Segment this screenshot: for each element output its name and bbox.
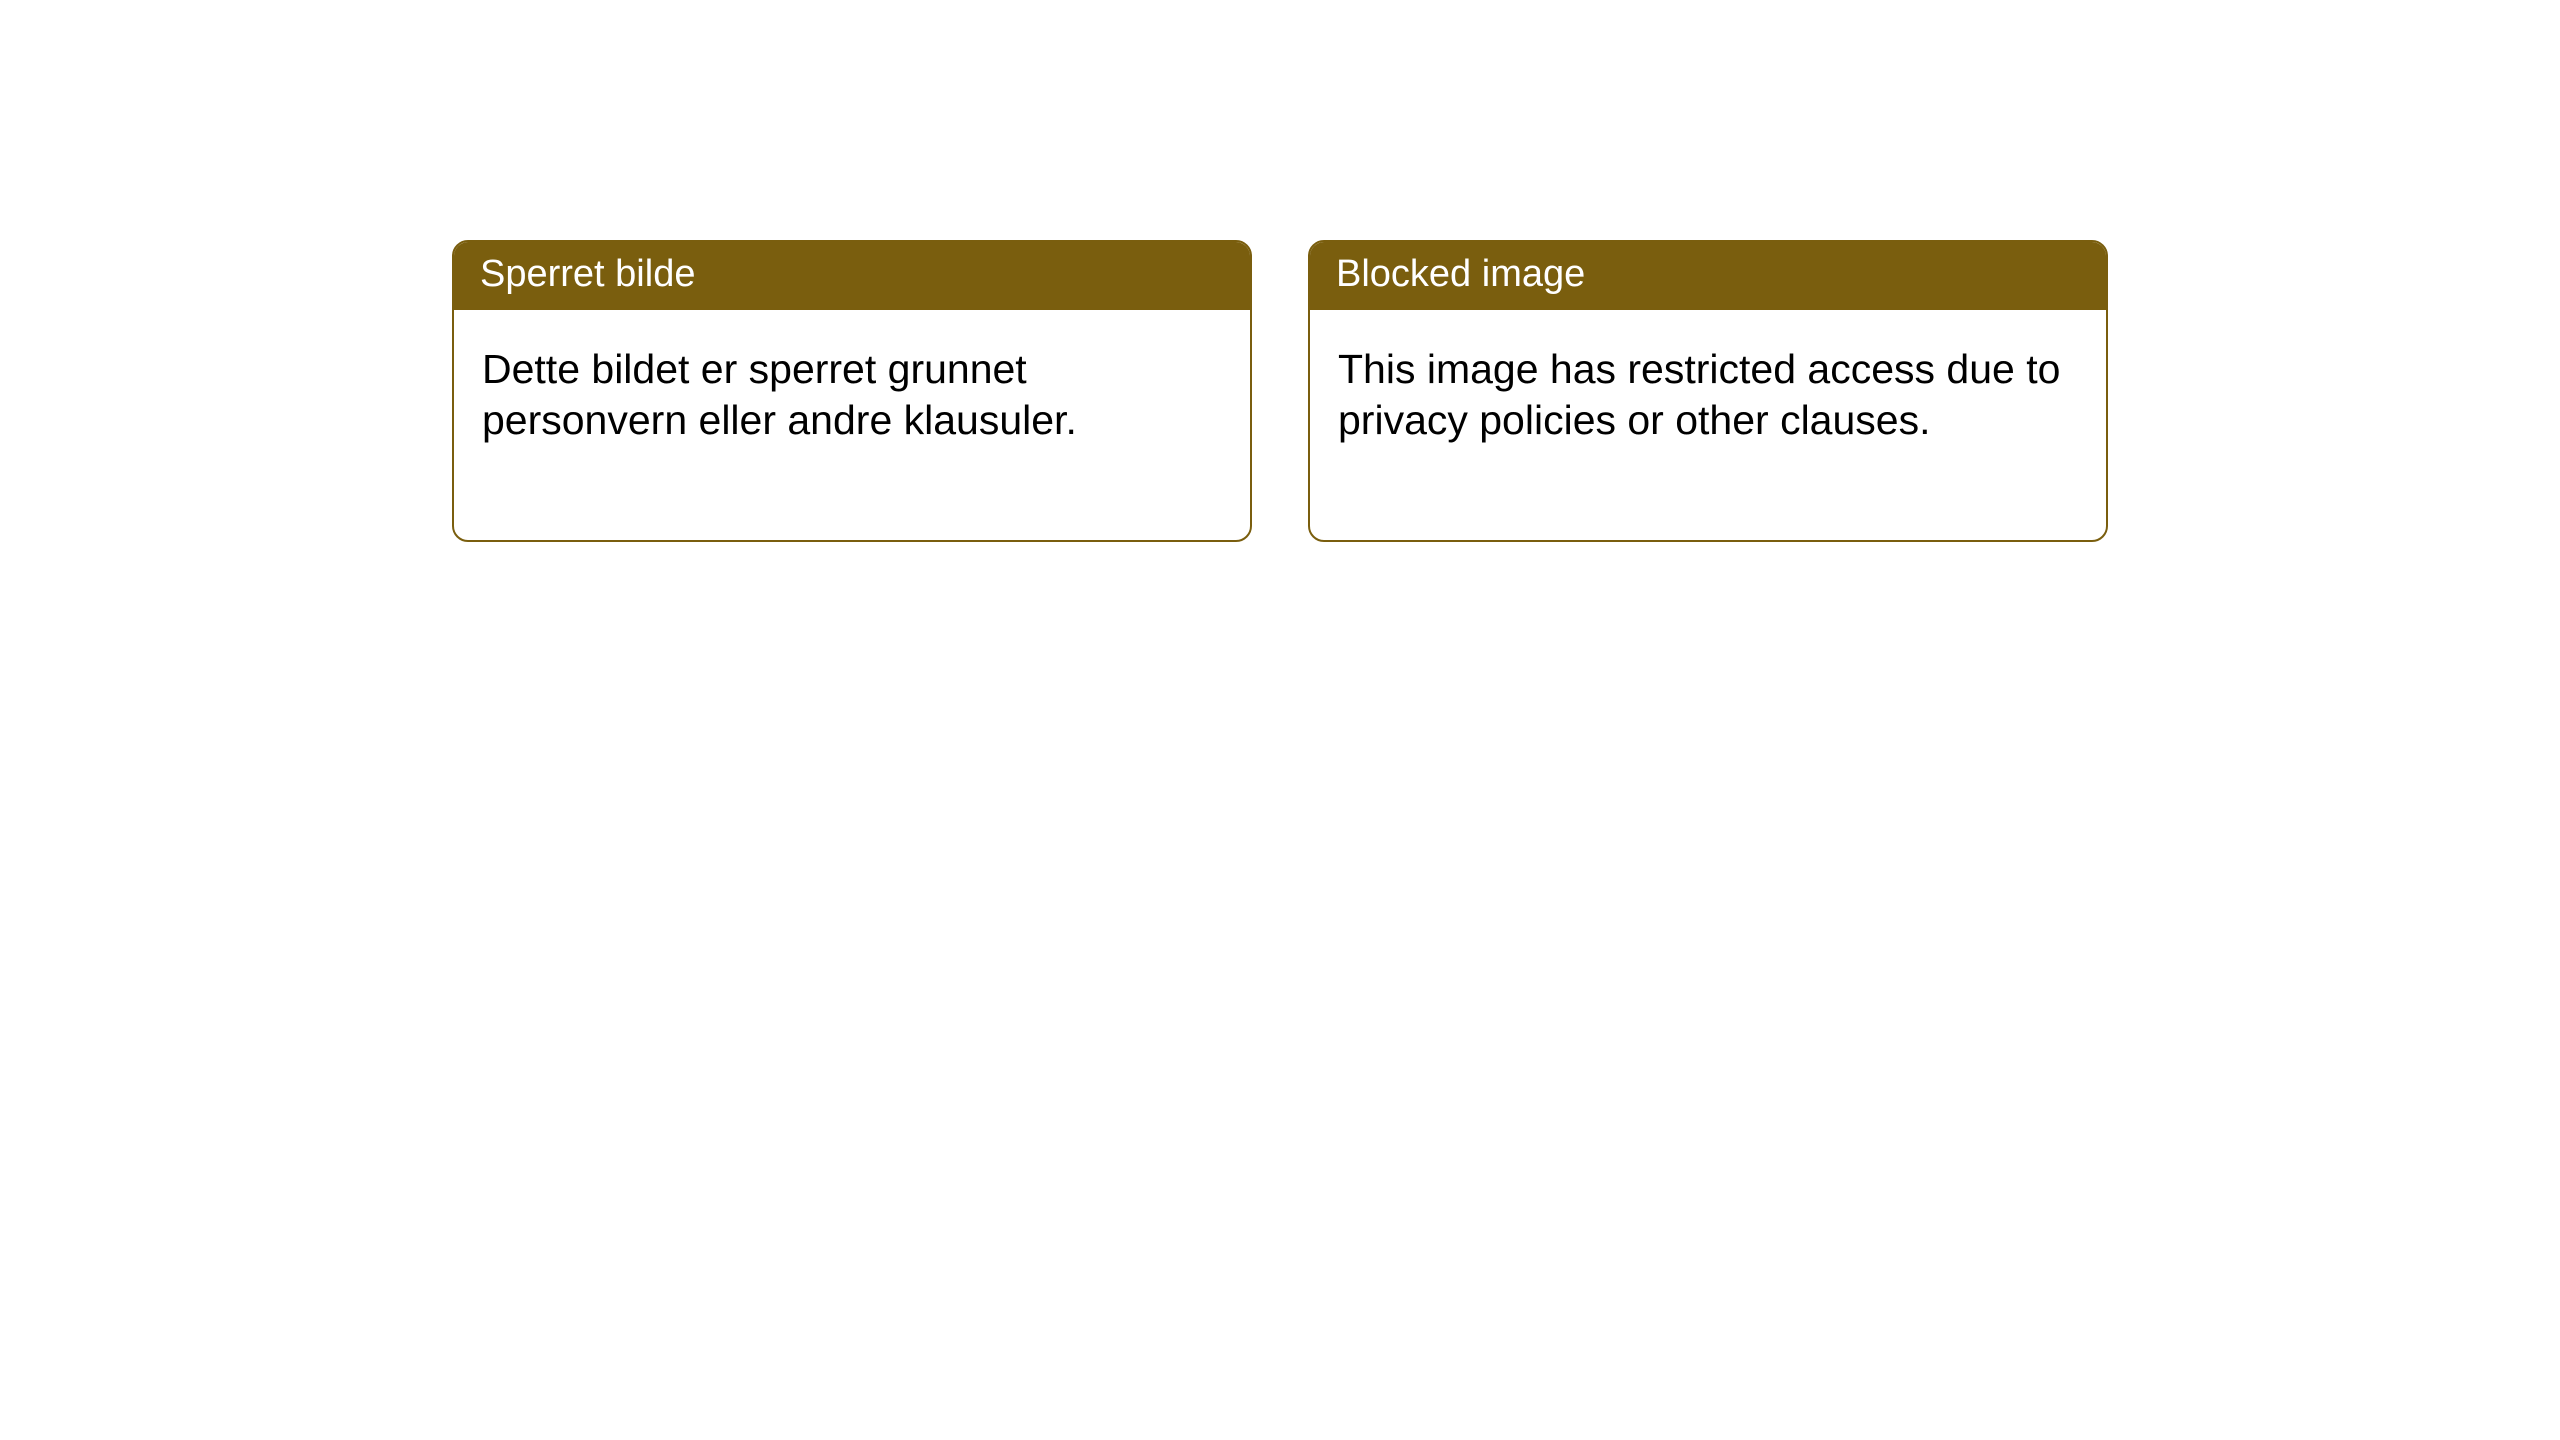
panel-title-english: Blocked image xyxy=(1310,242,2106,310)
blocked-image-panels: Sperret bilde Dette bildet er sperret gr… xyxy=(452,240,2108,542)
panel-title-norwegian: Sperret bilde xyxy=(454,242,1250,310)
panel-english: Blocked image This image has restricted … xyxy=(1308,240,2108,542)
panel-norwegian: Sperret bilde Dette bildet er sperret gr… xyxy=(452,240,1252,542)
panel-message-norwegian: Dette bildet er sperret grunnet personve… xyxy=(454,310,1250,540)
panel-message-english: This image has restricted access due to … xyxy=(1310,310,2106,540)
